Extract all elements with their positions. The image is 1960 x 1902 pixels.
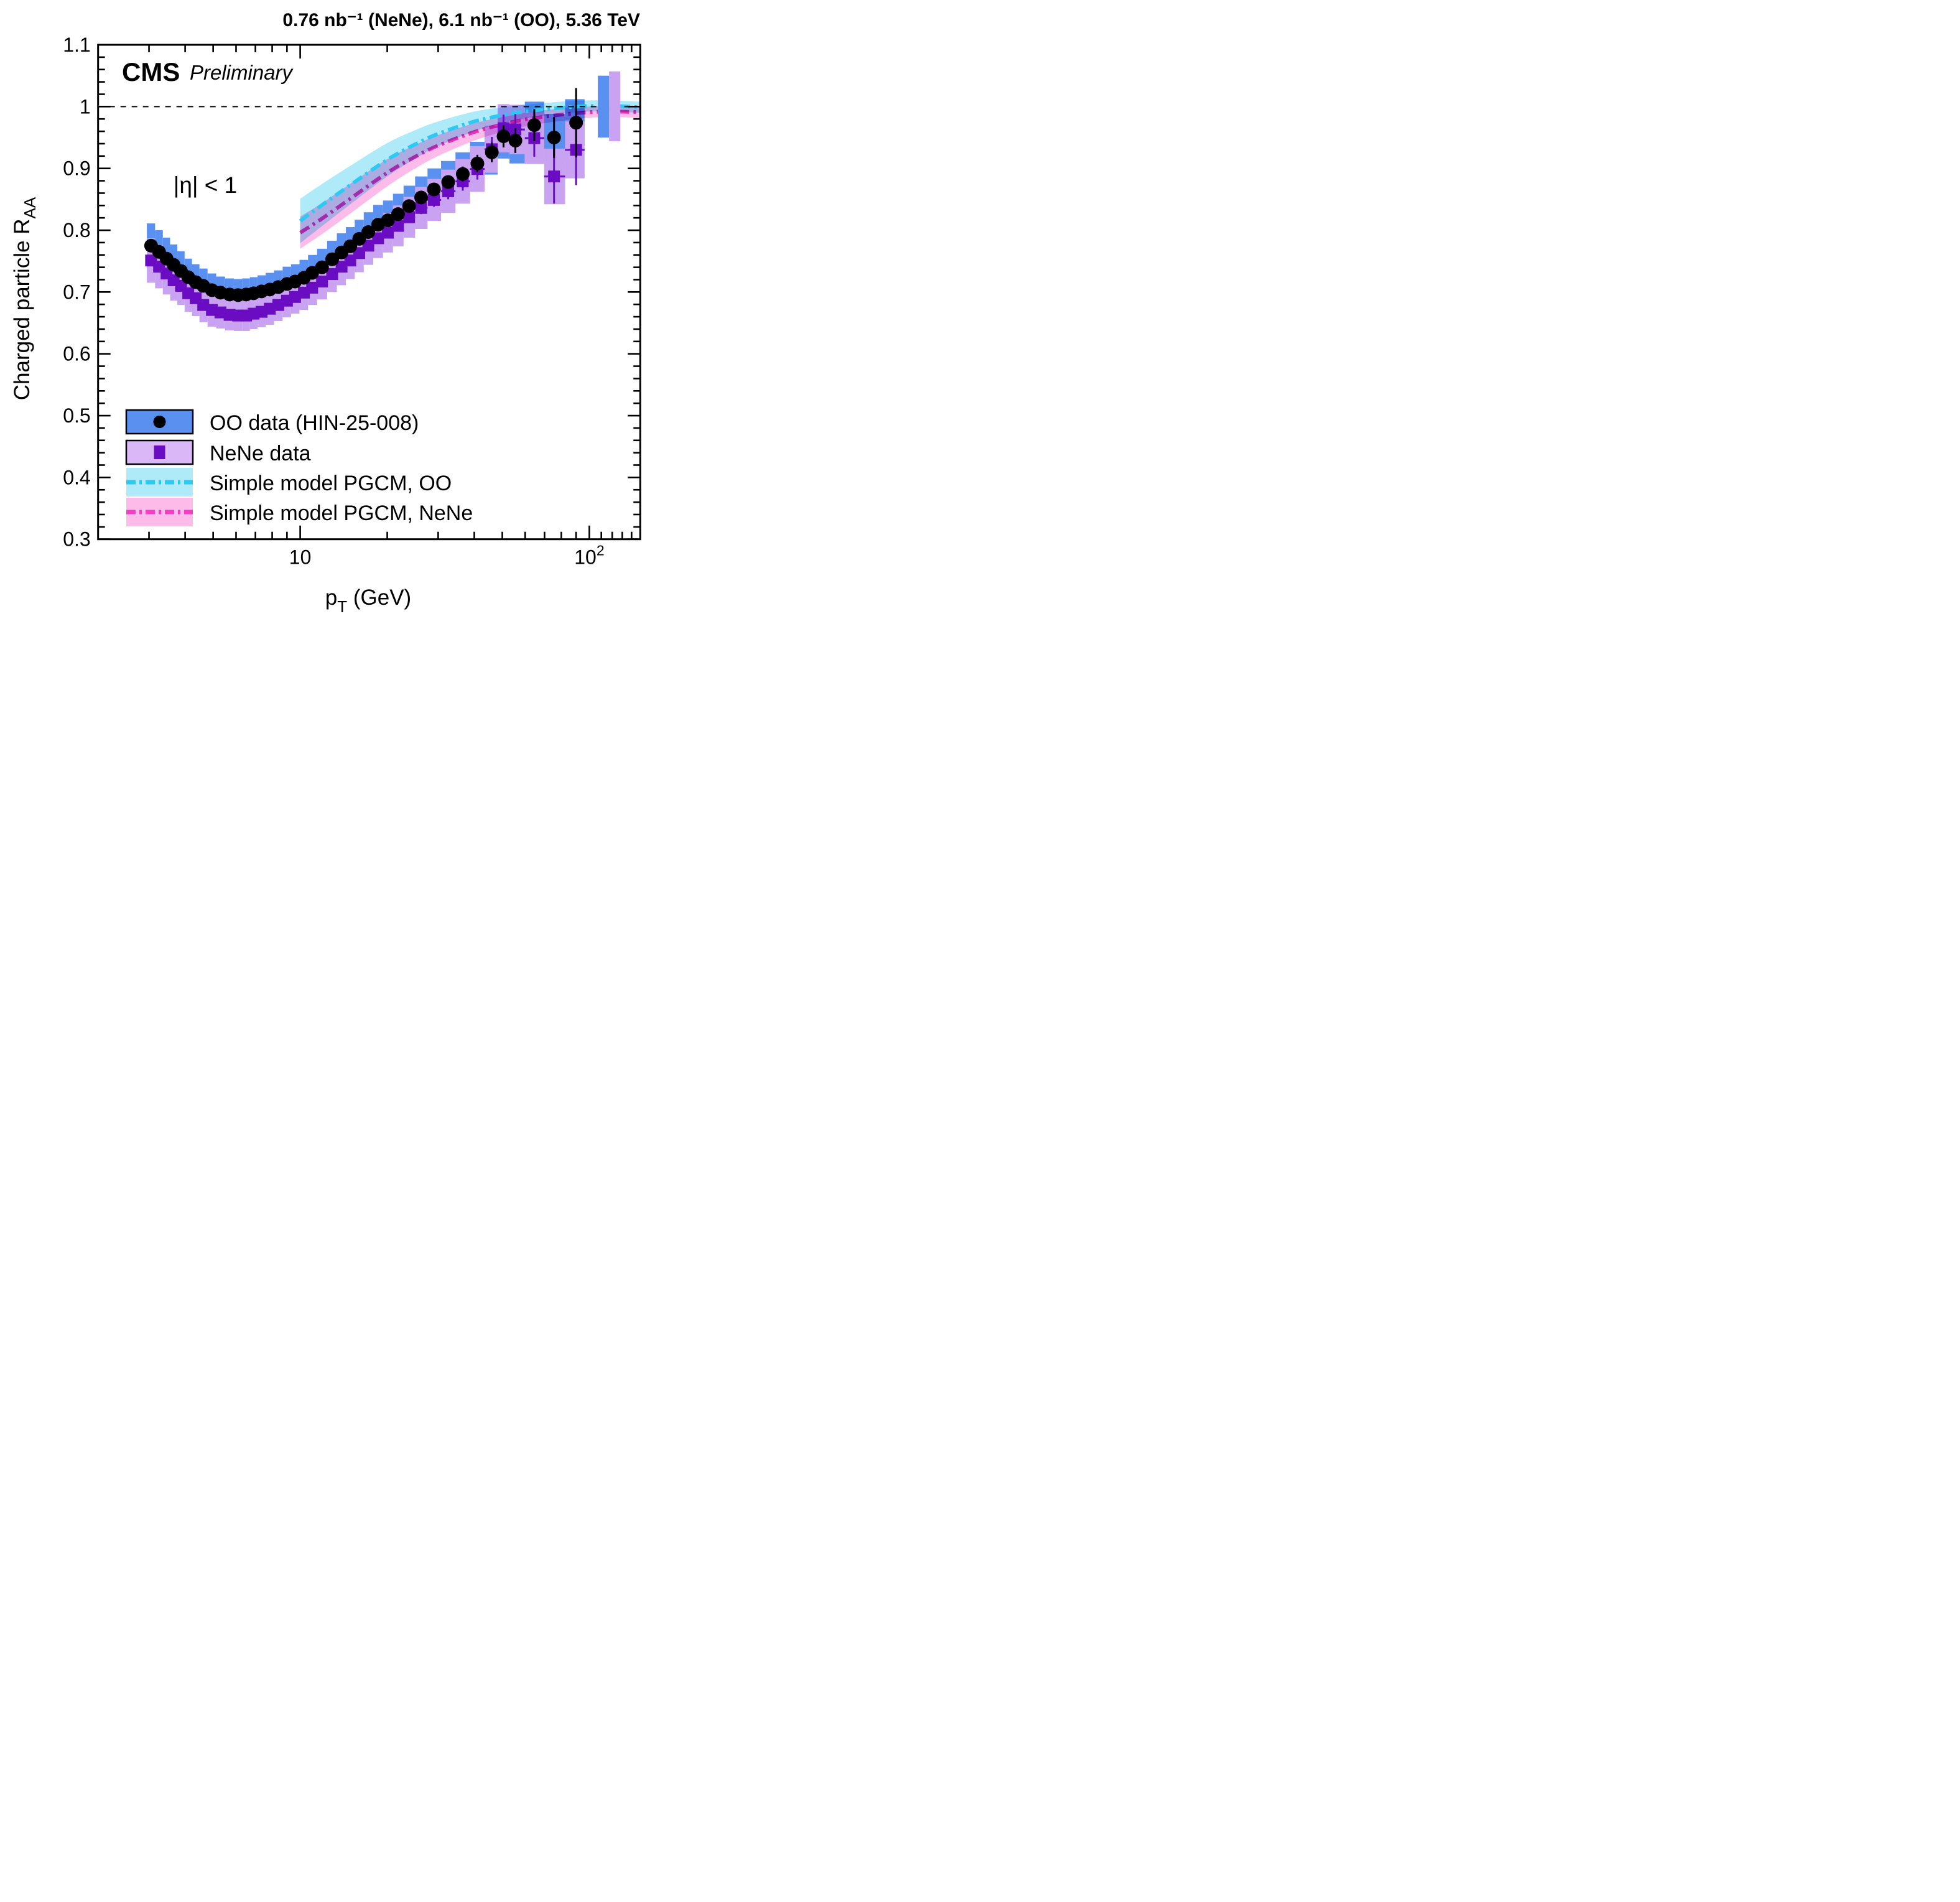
oo-data-point	[427, 182, 441, 197]
nene-data-point	[403, 211, 416, 223]
oo-data-point	[325, 252, 340, 266]
nene-data-point	[214, 306, 226, 319]
oo-data-point	[455, 167, 470, 181]
y-tick-label: 0.4	[63, 466, 90, 488]
legend-label: OO data (HIN-25-008)	[210, 411, 419, 435]
raa-chart: 0.3 0.4 0.5 0.6 0.7 0.8 0.9 1 1.1 10 102 OO data (…	[10, 10, 641, 616]
legend-swatch-box	[125, 439, 194, 465]
x-axis-title-main: p	[325, 585, 337, 610]
x-axis-title-sub: T	[337, 597, 347, 616]
legend-oo-marker-icon	[153, 416, 166, 428]
oo-data-point	[414, 190, 429, 205]
oo-data-point	[402, 199, 416, 213]
nene-normalization-box	[609, 71, 621, 141]
nene-data-point	[316, 275, 328, 287]
legend-label: Simple model PGCM, NeNe	[210, 501, 473, 525]
nene-data-point	[428, 193, 440, 206]
x-tick-label: 102	[574, 543, 604, 569]
nene-data-point	[372, 232, 384, 245]
oo-data-point	[569, 116, 583, 130]
y-tick-label: 0.5	[63, 404, 90, 427]
oo-normalization-box	[598, 75, 610, 138]
nene-data-point	[344, 254, 356, 267]
oo-data-point	[441, 175, 455, 189]
pgcm-nene-center-line	[299, 110, 641, 235]
oo-data-point	[391, 207, 405, 221]
lumi-energy-title: 0.76 nb⁻¹ (NeNe), 6.1 nb⁻¹ (OO), 5.36 Te…	[282, 10, 640, 30]
x-axis-title: pT (GeV)	[325, 585, 411, 616]
y-tick-label: 0.6	[63, 343, 90, 365]
cms-label: CMS	[122, 57, 180, 86]
oo-data-point	[470, 156, 485, 170]
nene-data-point	[353, 247, 365, 259]
preliminary-label: Preliminary	[190, 61, 294, 84]
legend: OO data (HIN-25-008) NeNe data Simple mode…	[125, 409, 473, 526]
nene-data-point	[442, 185, 455, 197]
y-tick-label: 1.1	[63, 34, 90, 56]
y-tick-label: 0.8	[63, 219, 90, 241]
legend-label: NeNe data	[210, 442, 311, 465]
y-tick-label: 0.3	[63, 528, 90, 551]
nene-data-point	[415, 202, 427, 214]
oo-data-point	[547, 131, 561, 145]
nene-data-point	[392, 220, 404, 232]
oo-data-point	[361, 225, 376, 239]
y-tick-label: 0.7	[63, 281, 90, 303]
nene-data-point	[326, 268, 338, 281]
y-tick-label: 1	[80, 95, 91, 118]
cms-raa-figure: 0.3 0.4 0.5 0.6 0.7 0.8 0.9 1 1.1 10 102 OO data (…	[0, 0, 654, 634]
oo-data-point	[508, 133, 523, 147]
oo-data-point	[315, 260, 329, 274]
oo-data-point	[381, 213, 395, 228]
data-points	[144, 88, 585, 322]
oo-data-point	[485, 145, 499, 159]
pgcm-model-bands	[299, 100, 641, 249]
axes-frame-and-ticks: 0.3 0.4 0.5 0.6 0.7 0.8 0.9 1 1.1 10 102	[63, 34, 641, 569]
normalization-uncertainty-boxes	[598, 71, 621, 141]
nene-data-point	[306, 281, 318, 294]
x-tick-label: 10	[289, 546, 312, 569]
legend-label: Simple model PGCM, OO	[210, 472, 452, 495]
nene-data-point	[548, 170, 560, 183]
oo-data-point	[527, 118, 541, 133]
x-axis-title-rest: (GeV)	[347, 585, 411, 610]
legend-nene-marker-icon	[154, 445, 165, 459]
pgcm-oo-center-line	[299, 104, 641, 223]
eta-cut-label: |η| < 1	[174, 172, 238, 198]
nene-data-point	[362, 240, 374, 252]
nene-data-point	[382, 226, 394, 239]
y-axis-title-sub: AA	[21, 197, 39, 218]
oo-data-point	[496, 129, 511, 144]
y-axis-title: Charged particle RAA	[10, 197, 39, 400]
y-tick-label: 0.9	[63, 157, 90, 180]
y-axis-title-main: Charged particle R	[10, 218, 34, 400]
